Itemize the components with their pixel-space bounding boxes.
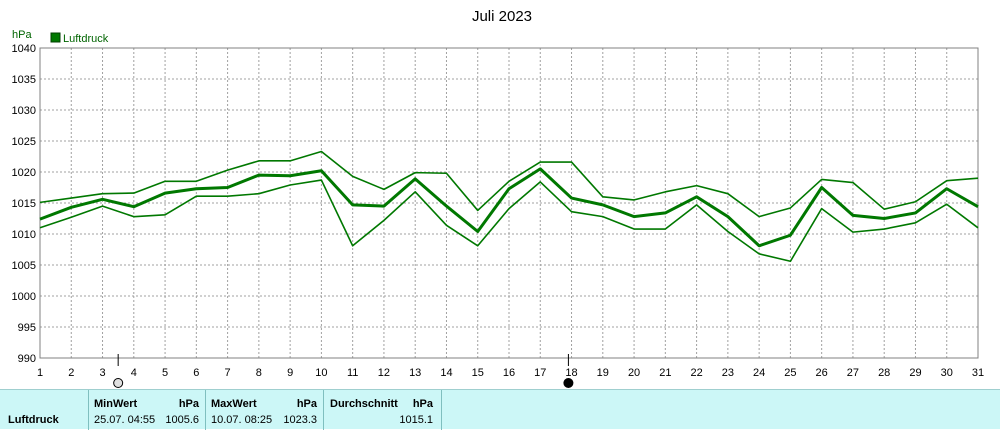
x-tick-label: 10 [315,367,327,379]
separator [441,390,442,430]
max-unit: hPa [296,398,317,410]
x-tick-label: 25 [784,367,796,379]
x-tick-label: 14 [440,367,452,379]
tick-labels: 9909951000100510101015102010251030103510… [12,43,985,379]
x-tick-label: 30 [941,367,953,379]
pressure-chart: Juli 2023 hPa Luftdruck 990 995 1000 1005 10… [12,8,985,388]
average-cell: Durchschnitt hPa 1015.1 [323,390,441,430]
x-tick-label: 21 [659,367,671,379]
statistics-bar: Luftdruck MinWert hPa 25.07. 04:55 1005.… [0,389,1000,430]
separator [205,390,206,430]
y-axis-unit: hPa [12,29,32,41]
y-tick-label: 1025 [12,136,36,148]
avg-header: Durchschnitt [330,398,398,410]
y-tick-label: 1015 [12,198,36,210]
x-tick-label: 9 [287,367,293,379]
x-tick-label: 18 [565,367,577,379]
x-tick-label: 16 [503,367,515,379]
series-lines [39,150,979,263]
y-tick-label: 1000 [12,291,36,303]
series-line-mean [39,167,979,248]
x-tick-label: 7 [225,367,231,379]
y-tick-label: 1030 [12,105,36,117]
y-tick-label: 1035 [12,74,36,86]
x-tick-label: 23 [722,367,734,379]
scroll-markers [113,354,574,388]
legend-swatch [50,32,61,43]
x-tick-label: 4 [131,367,137,379]
x-tick-label: 29 [909,367,921,379]
stats-row-label: Luftdruck [8,414,59,426]
x-tick-label: 1 [37,367,43,379]
x-tick-label: 2 [68,367,74,379]
axes [39,47,979,359]
avg-unit: hPa [412,398,433,410]
x-tick-label: 17 [534,367,546,379]
max-datetime: 10.07. 08:25 [211,414,273,426]
chart-title: Juli 2023 [472,8,532,25]
x-tick-label: 12 [378,367,390,379]
plot-frame [39,47,979,359]
x-tick-label: 6 [193,367,199,379]
separator [323,390,324,430]
y-tick-label: 1010 [12,229,36,241]
min-header: MinWert [94,398,138,410]
min-value-cell: MinWert hPa 25.07. 04:55 1005.6 [88,390,205,430]
avg-value: 1015.1 [399,414,433,426]
x-tick-label: 28 [878,367,890,379]
x-tick-label: 3 [99,367,105,379]
y-tick-label: 990 [18,353,36,365]
max-value-cell: MaxWert hPa 10.07. 08:25 1023.3 [205,390,323,430]
min-value: 1005.6 [165,414,199,426]
min-unit: hPa [178,398,199,410]
x-tick-label: 27 [847,367,859,379]
max-header: MaxWert [211,398,257,410]
x-tick-label: 26 [816,367,828,379]
y-tick-label: 1040 [12,43,36,55]
series-line-max [39,150,979,218]
min-datetime: 25.07. 04:55 [94,414,156,426]
y-tick-label: 1020 [12,167,36,179]
x-tick-label: 5 [162,367,168,379]
x-tick-label: 22 [690,367,702,379]
separator [88,390,89,430]
legend-label: Luftdruck [63,33,109,45]
x-tick-label: 15 [472,367,484,379]
marker-circle-right [563,378,574,388]
max-value: 1023.3 [283,414,317,426]
x-tick-label: 13 [409,367,421,379]
x-tick-label: 20 [628,367,640,379]
x-tick-label: 24 [753,367,765,379]
x-tick-label: 19 [597,367,609,379]
grid [40,48,978,358]
x-tick-label: 8 [256,367,262,379]
y-tick-label: 1005 [12,260,36,272]
marker-circle-left [113,378,124,388]
y-tick-label: 995 [18,322,36,334]
x-tick-label: 11 [347,367,358,379]
series-line-min [39,179,979,263]
x-tick-label: 31 [972,367,984,379]
